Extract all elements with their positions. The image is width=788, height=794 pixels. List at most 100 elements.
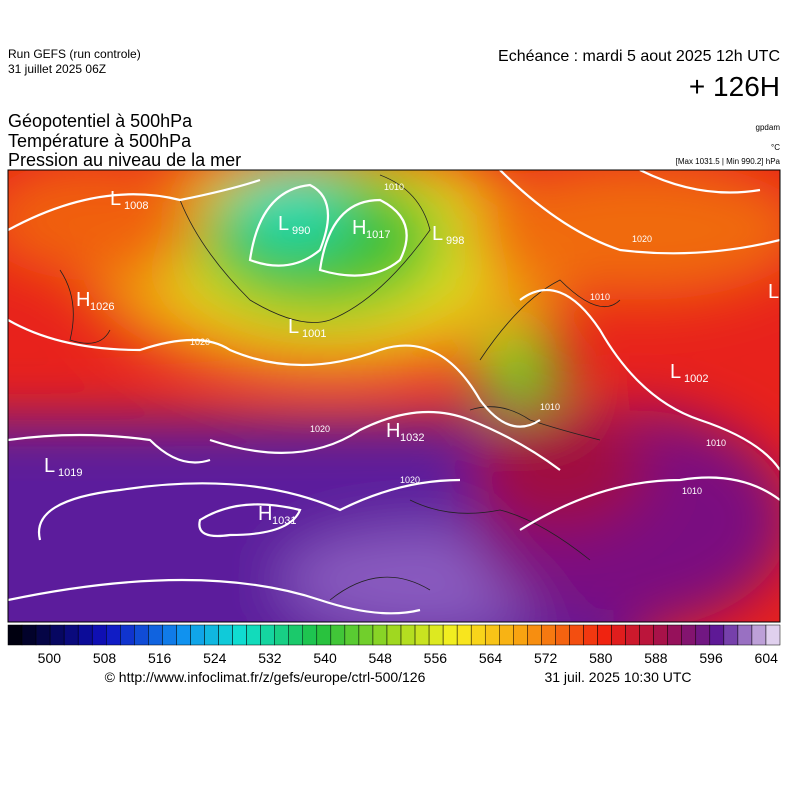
colorbar-cell [400, 624, 416, 646]
center-letter: L [110, 188, 121, 210]
isobar [8, 578, 421, 615]
colorbar-cell [527, 624, 542, 646]
colorbar-cell [597, 624, 612, 646]
colorbar: 500 508 516 524 532 540 548 556 564 572 580 588 596 6… [7, 624, 781, 666]
colorbar-cell [499, 624, 514, 646]
isobar [318, 198, 408, 277]
center-value: 998 [446, 235, 464, 247]
center-value: 1019 [58, 467, 82, 479]
center-value: 1017 [366, 229, 390, 241]
colorbar-cell [330, 624, 346, 646]
colorbar-cell [484, 624, 500, 646]
isobar [519, 288, 780, 471]
colorbar-cell [232, 624, 247, 646]
run: Run GEFS (run controle) [8, 47, 141, 61]
title: Température à 500hPa [8, 131, 192, 151]
colorbar-cell [456, 624, 472, 646]
title: Géopotentiel à 500hPa [8, 111, 193, 131]
center-letter: L [768, 281, 779, 303]
colorbar-cell [667, 624, 682, 646]
colorbar-cell [625, 624, 640, 646]
issued: 31 juil. 2025 10:30 UTC [544, 669, 691, 685]
colorbar-cell [91, 624, 107, 646]
colorbar-cell [709, 624, 725, 646]
lead-time: + 126H [689, 71, 780, 102]
colorbar-cell [246, 624, 261, 646]
colorbar-cell [288, 624, 304, 646]
unit-gpdam: gpdam [756, 123, 781, 132]
isobar-label: 1020 [400, 475, 420, 485]
colorbar-label: 532 [258, 650, 282, 666]
isobar [8, 433, 211, 464]
colorbar-cell [765, 624, 781, 646]
isobar-label: 1010 [682, 486, 702, 496]
isobar-label: 1020 [310, 424, 330, 434]
colorbar-cell [7, 624, 23, 646]
colorbar-cell [260, 624, 275, 646]
colorbar-cell [63, 624, 79, 646]
colorbar-cell [737, 624, 753, 646]
colorbar-cell [386, 624, 402, 646]
colorbar-cell [77, 624, 93, 646]
isobar-labels: 1010 1020 1020 1010 1020 1010 1010 1010 1020 [190, 182, 726, 496]
isobar [8, 319, 541, 428]
center-value: 1032 [400, 432, 424, 444]
colorbar-label: 596 [699, 650, 723, 666]
isobar-label: 1010 [540, 402, 560, 412]
center-letter: H [258, 503, 272, 525]
isobar-label: 1010 [384, 182, 404, 192]
unit-pressure: [Max 1031.5 | Min 990.2] hPa [676, 157, 781, 166]
colorbar-cell [611, 624, 626, 646]
isobar [639, 170, 761, 194]
colorbar-cell [695, 624, 711, 646]
isobar-label: 1010 [706, 438, 726, 448]
isobar [499, 170, 780, 255]
colorbar-cell [541, 624, 556, 646]
colorbar-cell [35, 624, 51, 646]
isobar [209, 410, 561, 471]
center-letter: L [432, 223, 443, 245]
colorbar-cell [372, 624, 388, 646]
center-value: 1031 [272, 515, 296, 527]
colorbar-cell [653, 624, 668, 646]
center-value: 1026 [90, 301, 114, 313]
colorbar-label: 500 [38, 650, 62, 666]
colorbar-cell [218, 624, 233, 646]
colorbar-cell [751, 624, 767, 646]
colorbar-label: 564 [479, 650, 503, 666]
colorbar-cell [428, 624, 444, 646]
center-letter: L [278, 213, 289, 235]
colorbar-cell [162, 624, 177, 646]
colorbar-cell [176, 624, 191, 646]
colorbar-cell [470, 624, 486, 646]
center-letter: L [288, 316, 299, 338]
title: Pression au niveau de la mer [8, 150, 241, 170]
center-letter: H [386, 420, 400, 442]
colorbar-cell [106, 624, 121, 646]
colorbar-label: 508 [93, 650, 117, 666]
colorbar-label: 580 [589, 650, 613, 666]
center-letter: H [352, 217, 366, 239]
valid-time: Echéance : mardi 5 aout 2025 12h UTC [498, 48, 780, 65]
isobar [519, 476, 780, 531]
colorbar-label: 604 [755, 650, 779, 666]
colorbar-label: 516 [148, 650, 172, 666]
center-letter: L [44, 455, 55, 477]
map-frame [7, 169, 781, 623]
colorbar-cell [302, 624, 318, 646]
run-date: 31 juillet 2025 06Z [8, 62, 106, 76]
colorbar-cell [442, 624, 458, 646]
colorbar-cell [414, 624, 430, 646]
unit-temp: °C [771, 143, 780, 152]
colorbar-cell [148, 624, 163, 646]
center-value: 1001 [302, 328, 326, 340]
colorbar-cell [316, 624, 332, 646]
colorbar-cell [681, 624, 697, 646]
center-value: 990 [292, 225, 310, 237]
colorbar-cell [204, 624, 219, 646]
colorbar-label: 588 [644, 650, 668, 666]
center-letter: L [670, 361, 681, 383]
